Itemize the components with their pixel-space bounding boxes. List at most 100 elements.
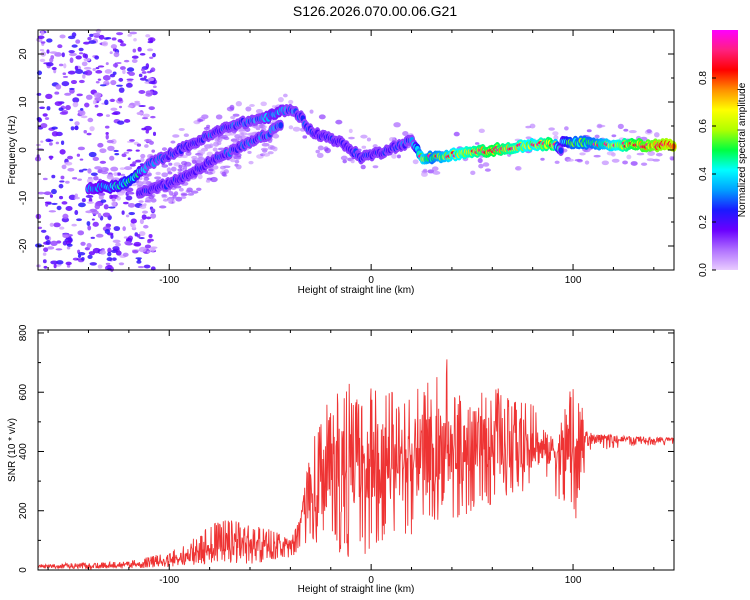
spectrogram-cell	[361, 145, 367, 149]
spectrogram-cell	[136, 180, 144, 187]
spectrogram-cell	[55, 141, 60, 145]
spectrogram-cell	[178, 187, 184, 192]
spectrogram-cell	[116, 120, 125, 125]
snr-x-ticks: -100 0 100	[47, 330, 655, 586]
spectrogram-cell	[431, 166, 439, 172]
spectrogram-cell	[180, 196, 187, 199]
spectrogram-cell	[49, 51, 58, 54]
spectrogram-cell	[101, 41, 109, 47]
spectrogram-cell	[53, 222, 61, 228]
spectrogram-cell	[111, 198, 116, 202]
spectrogram-cell	[172, 194, 177, 199]
spectrogram-cell	[108, 206, 116, 209]
spectrogram-cell	[40, 30, 45, 36]
spectrogram-cell	[564, 126, 569, 131]
spectrogram-cell	[154, 176, 162, 180]
spectrogram-cell	[36, 92, 42, 96]
spectrogram-cell	[53, 263, 57, 269]
spectrogram-cell	[170, 166, 177, 172]
spectrogram-cell	[253, 125, 261, 129]
spectrogram-cell	[145, 129, 149, 134]
spectrogram-cell	[132, 161, 137, 165]
spectrogram-cell	[104, 99, 109, 106]
spectrogram-cell	[248, 160, 254, 165]
spectrogram-cell	[150, 198, 157, 203]
spectrogram-cell	[187, 192, 195, 196]
spectrogram-cell	[230, 115, 236, 120]
spectrogram-cell	[100, 199, 107, 203]
spectrogram-cell	[141, 210, 149, 214]
spectrogram-cell	[143, 75, 147, 79]
spectrogram-cell	[396, 154, 401, 159]
spectrogram-cell	[360, 134, 368, 139]
spectrogram-cell	[215, 114, 223, 120]
spectrogram-cell	[139, 77, 147, 81]
spectrogram-cell	[309, 109, 314, 114]
spectrogram-cell	[93, 175, 99, 181]
spectrogram-cell	[142, 113, 150, 118]
spectrogram-cell	[245, 106, 252, 112]
spectrogram-cell	[63, 63, 67, 69]
spectrogram-cell	[206, 171, 214, 175]
spectrogram-cell	[92, 67, 97, 71]
spectrogram-cell	[136, 143, 142, 147]
spectrogram-cell	[79, 158, 84, 161]
spectrogram-cell	[74, 210, 79, 216]
spectrogram-cell	[109, 98, 116, 102]
spectrogram-cell	[87, 168, 92, 174]
spectrogram-cell	[142, 180, 150, 185]
spectrogram-cell	[104, 125, 110, 129]
spectrogram-cell	[66, 246, 71, 250]
spectrogram-cell	[90, 236, 95, 239]
spectrogram-cell	[94, 166, 102, 170]
snr-y-tick-label: 800	[18, 324, 29, 341]
spectrogram-cell	[138, 105, 146, 108]
spectrogram-cell	[135, 159, 142, 163]
spectrogram-cell	[45, 93, 53, 99]
spectrogram-cell	[576, 159, 583, 163]
spectrogram-cell	[350, 159, 355, 164]
spectrogram-cell	[278, 122, 284, 129]
spectrogram-cell	[234, 159, 240, 164]
spectrogram-cell	[116, 196, 121, 201]
spectrogram-cell	[40, 229, 47, 233]
spectrogram-cell	[109, 194, 113, 200]
spectrogram-cell	[43, 265, 48, 269]
spectrogram-cell	[120, 173, 126, 177]
spectrogram-cell	[116, 62, 122, 65]
spectrogram-cell	[515, 167, 521, 170]
spectrogram-cell	[58, 183, 64, 189]
spectrogram-cell	[99, 250, 106, 255]
spectrogram-cell	[255, 109, 263, 114]
spectrogram-cell	[44, 201, 52, 204]
spectrogram-cell	[391, 153, 397, 159]
spectrogram-cell	[146, 70, 152, 74]
spectrogram-cell	[145, 63, 150, 69]
spectrogram-cell	[166, 167, 172, 173]
spectrogram-cell	[107, 145, 115, 151]
spectrogram-cell	[47, 246, 55, 250]
spectrogram-cell	[168, 191, 174, 196]
spectrogram-cell	[144, 244, 152, 249]
spectrogram-cell	[104, 69, 113, 74]
spectrogram-cell	[272, 133, 280, 139]
spectrogram-cell	[554, 160, 560, 164]
spectrogram-cell	[198, 153, 203, 158]
spectrogram-cell	[112, 63, 119, 68]
spectrogram-cell	[71, 223, 77, 227]
spectrogram-cell	[118, 262, 125, 266]
spectrogram-cell	[43, 191, 52, 196]
spectrogram-cell	[118, 77, 124, 82]
spectrogram-cell	[119, 167, 126, 170]
spectrogram-cell	[56, 205, 62, 211]
spectrogram-cell	[46, 49, 50, 54]
spectrogram-cell	[77, 178, 82, 181]
spectrogram-cell	[54, 101, 63, 106]
spectrogram-cell	[113, 172, 118, 177]
spectrogram-cell	[106, 257, 113, 262]
spectrogram-cell	[141, 117, 149, 120]
spectrogram-cell	[116, 191, 125, 196]
snr-y-axis-label: SNR (10 * v/v)	[7, 418, 18, 482]
